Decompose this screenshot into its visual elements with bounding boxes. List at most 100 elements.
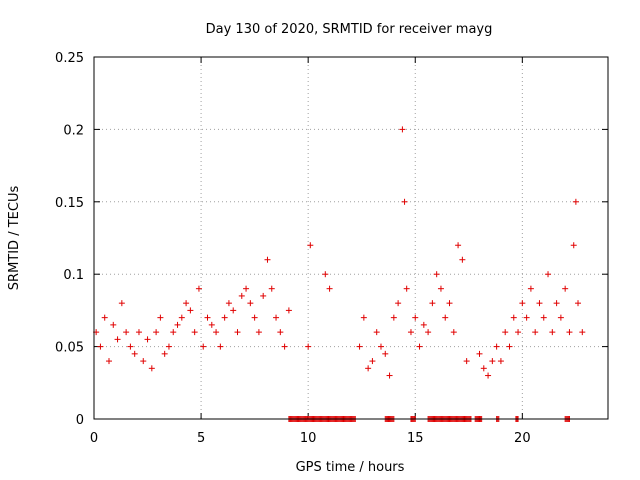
- data-point: [437, 285, 444, 292]
- data-point: [540, 314, 547, 321]
- data-point: [365, 365, 372, 372]
- data-point: [264, 256, 271, 263]
- data-point: [273, 314, 280, 321]
- data-point: [101, 314, 108, 321]
- data-point: [268, 285, 275, 292]
- data-point: [234, 329, 241, 336]
- data-point: [251, 314, 258, 321]
- data-point: [386, 372, 393, 379]
- data-point: [395, 300, 402, 307]
- data-point: [114, 336, 121, 343]
- x-tick-label: 0: [90, 431, 98, 446]
- data-point: [403, 285, 410, 292]
- data-point: [532, 329, 539, 336]
- data-point: [502, 329, 509, 336]
- data-point: [204, 314, 211, 321]
- data-point: [105, 358, 112, 365]
- data-point: [407, 329, 414, 336]
- data-point: [187, 307, 194, 314]
- data-point: [373, 329, 380, 336]
- ticks-layer: 0 0.05 0.1 0.15 0.2 0.25 0 5 10 15 20: [55, 51, 608, 446]
- data-point: [170, 329, 177, 336]
- data-point: [579, 329, 586, 336]
- data-point: [510, 314, 517, 321]
- data-point: [285, 307, 292, 314]
- data-point: [356, 343, 363, 350]
- data-point: [382, 350, 389, 357]
- data-point: [489, 358, 496, 365]
- y-tick-label: 0.15: [55, 196, 84, 211]
- data-point: [562, 285, 569, 292]
- y-axis-title: SRMTID / TECUs: [7, 186, 22, 291]
- data-point: [416, 343, 423, 350]
- data-point: [238, 292, 245, 299]
- data-point: [390, 314, 397, 321]
- data-point: [480, 365, 487, 372]
- data-point: [97, 343, 104, 350]
- data-point: [200, 343, 207, 350]
- data-point: [463, 358, 470, 365]
- data-point: [123, 329, 130, 336]
- data-point: [153, 329, 160, 336]
- data-point: [135, 329, 142, 336]
- data-point: [523, 314, 530, 321]
- data-point: [442, 314, 449, 321]
- data-point: [326, 285, 333, 292]
- data-point: [183, 300, 190, 307]
- data-point: [307, 242, 314, 249]
- data-point: [277, 329, 284, 336]
- data-point: [553, 300, 560, 307]
- data-point: [127, 343, 134, 350]
- data-point: [399, 126, 406, 133]
- data-point: [497, 358, 504, 365]
- grid-layer: [94, 57, 608, 419]
- data-point: [459, 256, 466, 263]
- data-point: [446, 300, 453, 307]
- x-tick-label: 5: [197, 431, 205, 446]
- data-point: [455, 242, 462, 249]
- data-point: [412, 314, 419, 321]
- x-tick-label: 10: [300, 431, 317, 446]
- data-point: [557, 314, 564, 321]
- x-tick-label: 15: [407, 431, 424, 446]
- data-point: [527, 285, 534, 292]
- data-point: [165, 343, 172, 350]
- data-point: [433, 271, 440, 278]
- data-point: [519, 300, 526, 307]
- data-point: [536, 300, 543, 307]
- data-point: [429, 300, 436, 307]
- data-point: [572, 198, 579, 205]
- data-point: [420, 321, 427, 328]
- chart-title: Day 130 of 2020, SRMTID for receiver may…: [206, 22, 493, 37]
- data-point: [570, 242, 577, 249]
- data-point: [255, 329, 262, 336]
- data-point: [515, 329, 522, 336]
- data-point: [110, 321, 117, 328]
- y-tick-label: 0.25: [55, 51, 84, 66]
- data-point: [425, 329, 432, 336]
- data-point: [157, 314, 164, 321]
- data-point: [140, 358, 147, 365]
- data-point: [322, 271, 329, 278]
- data-point: [208, 321, 215, 328]
- data-point: [243, 285, 250, 292]
- data-point: [549, 329, 556, 336]
- data-point: [360, 314, 367, 321]
- data-point: [144, 336, 151, 343]
- data-point: [217, 343, 224, 350]
- y-tick-label: 0.1: [63, 268, 84, 283]
- data-point: [247, 300, 254, 307]
- data-point: [305, 343, 312, 350]
- plot-frame: [93, 56, 609, 420]
- data-point: [401, 198, 408, 205]
- data-point: [178, 314, 185, 321]
- data-point: [369, 358, 376, 365]
- data-point: [566, 329, 573, 336]
- data-point: [377, 343, 384, 350]
- data-point: [575, 300, 582, 307]
- data-point: [281, 343, 288, 350]
- data-point: [225, 300, 232, 307]
- data-point: [174, 321, 181, 328]
- data-point: [230, 307, 237, 314]
